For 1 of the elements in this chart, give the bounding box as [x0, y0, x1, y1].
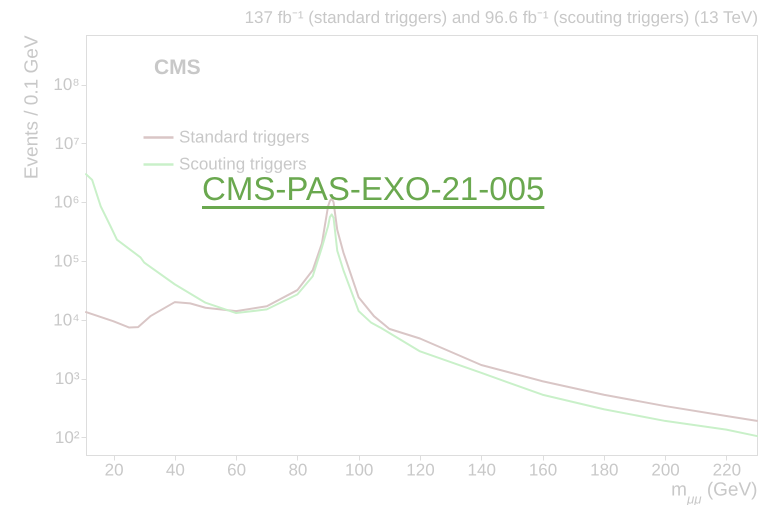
- line-series: [85, 173, 758, 438]
